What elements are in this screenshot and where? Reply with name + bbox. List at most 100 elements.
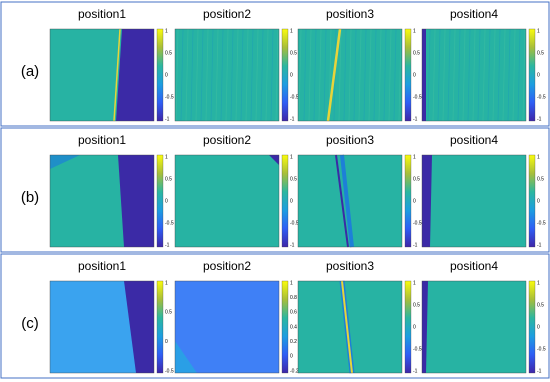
panel-title: position1 <box>78 7 126 21</box>
colorbar-tick: -1 <box>537 368 542 374</box>
heatmap-texture <box>437 28 441 122</box>
heatmap-texture <box>358 28 362 122</box>
colorbar-tick: 0.4 <box>290 324 297 330</box>
heatmap-texture <box>343 28 347 122</box>
row-label: (b) <box>21 189 39 206</box>
heatmap-texture <box>260 28 264 122</box>
colorbar-tick: 1 <box>537 28 540 34</box>
heatmap-region <box>269 155 279 165</box>
panel-title: position4 <box>450 259 498 273</box>
colorbar-tick: -1 <box>290 116 295 122</box>
heatmap <box>297 280 403 374</box>
heatmap-texture <box>323 28 327 122</box>
heatmap-texture <box>427 28 431 122</box>
heatmap-texture <box>265 28 269 122</box>
colorbar-tick: 0.5 <box>290 176 297 182</box>
colorbar-tick: 1 <box>413 154 416 160</box>
heatmap-texture <box>185 28 189 122</box>
colorbar-tick: -0.5 <box>413 220 422 226</box>
colorbar-tick: -1 <box>165 116 170 122</box>
heatmap-texture <box>482 28 486 122</box>
panel-title: position2 <box>203 133 251 147</box>
heatmap-texture <box>388 28 392 122</box>
heatmap-texture <box>348 28 352 122</box>
heatmap-streak <box>341 280 353 374</box>
colorbar-tick: 0 <box>413 198 416 204</box>
colorbar <box>528 28 536 122</box>
heatmap <box>174 154 280 248</box>
heatmap-texture <box>492 28 496 122</box>
colorbar-tick: 0 <box>290 72 293 78</box>
heatmap-texture <box>507 28 511 122</box>
heatmap-border <box>297 154 403 248</box>
heatmap <box>49 154 155 248</box>
heatmap-texture <box>205 28 209 122</box>
panel-title: position3 <box>326 133 374 147</box>
colorbar-tick: -0.5 <box>413 94 422 100</box>
heatmap-texture <box>398 28 402 122</box>
heatmap <box>421 154 527 248</box>
heatmap <box>297 28 403 122</box>
heatmap-region <box>422 155 432 247</box>
colorbar-tick: -1 <box>165 242 170 248</box>
heatmap-border <box>174 280 280 374</box>
heatmap-texture <box>383 28 387 122</box>
heatmap-texture <box>472 28 476 122</box>
heatmap-texture <box>432 28 436 122</box>
colorbar <box>156 280 164 374</box>
colorbar <box>404 28 412 122</box>
heatmap-texture <box>255 28 259 122</box>
heatmap-region <box>422 29 426 121</box>
colorbar <box>404 280 412 374</box>
colorbar-tick: 0.5 <box>165 176 172 182</box>
row-label: (c) <box>21 315 39 332</box>
heatmap-bg <box>422 155 526 247</box>
heatmap-texture <box>230 28 234 122</box>
colorbar-tick: 1 <box>165 280 168 286</box>
colorbar-tick: 1 <box>537 154 540 160</box>
row-frame <box>0 1 550 127</box>
heatmap-border <box>174 154 280 248</box>
colorbar-tick: 1 <box>290 154 293 160</box>
colorbar-tick: 0.5 <box>413 176 420 182</box>
heatmap-texture <box>195 28 199 122</box>
colorbar-tick: 1 <box>413 280 416 286</box>
heatmap-region <box>118 155 154 247</box>
colorbar-tick: 0 <box>290 354 293 360</box>
heatmap-texture <box>308 28 312 122</box>
heatmap-region <box>175 341 197 373</box>
colorbar-tick: 0 <box>537 72 540 78</box>
heatmap-streak <box>340 154 354 248</box>
heatmap-texture <box>275 28 279 122</box>
colorbar <box>281 154 289 248</box>
heatmap-texture <box>318 28 322 122</box>
colorbar <box>156 28 164 122</box>
colorbar <box>156 154 164 248</box>
colorbar-tick: 0 <box>413 324 416 330</box>
heatmap-streak <box>113 28 121 122</box>
colorbar-tick: -0.5 <box>290 94 299 100</box>
heatmap-texture <box>447 28 451 122</box>
colorbar-tick: 1 <box>537 280 540 286</box>
heatmap-bg <box>175 281 279 373</box>
colorbar-tick: -0.2 <box>290 368 299 374</box>
colorbar <box>281 28 289 122</box>
colorbar-tick: 1 <box>290 280 293 286</box>
panel-title: position2 <box>203 259 251 273</box>
colorbar-tick: -1 <box>413 368 418 374</box>
heatmap-texture <box>225 28 229 122</box>
colorbar-tick: 1 <box>165 154 168 160</box>
colorbar-tick: 0 <box>165 198 168 204</box>
colorbar-tick: -0.5 <box>165 220 174 226</box>
panel-title: position4 <box>450 133 498 147</box>
colorbar-tick: 0 <box>165 339 168 345</box>
colorbar-tick: 1 <box>165 28 168 34</box>
heatmap <box>174 28 280 122</box>
colorbar-tick: -1 <box>413 116 418 122</box>
heatmap-texture <box>457 28 461 122</box>
colorbar-tick: -0.5 <box>413 346 422 352</box>
heatmap-texture <box>240 28 244 122</box>
colorbar-tick: -0.5 <box>537 346 546 352</box>
heatmap <box>297 154 403 248</box>
